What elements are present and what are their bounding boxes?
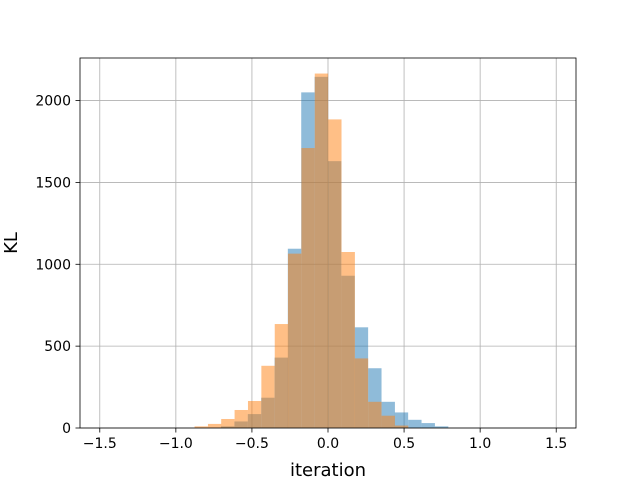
histogram-bar-series-2 <box>235 410 248 428</box>
histogram-bar-series-2 <box>315 74 328 428</box>
histogram-bar-series-2 <box>275 324 288 428</box>
y-tick-label: 1000 <box>35 257 71 273</box>
x-tick-label: −1.0 <box>159 436 193 452</box>
y-tick-label: 1500 <box>35 175 71 191</box>
x-tick-label: −1.5 <box>83 436 117 452</box>
x-tick-label: 0.5 <box>393 436 415 452</box>
x-tick-label: −0.5 <box>235 436 269 452</box>
y-tick-label: 2000 <box>35 94 71 110</box>
x-tick-label: 1.0 <box>469 436 491 452</box>
y-tick-label: 0 <box>62 421 71 437</box>
histogram-bar-series-2 <box>208 424 221 428</box>
y-tick-label: 500 <box>44 339 71 355</box>
histogram-bar-series-2 <box>328 119 341 428</box>
y-axis-label: KL <box>1 232 22 254</box>
histogram-bar-series-2 <box>301 148 314 428</box>
histogram-bar-series-2 <box>288 254 301 428</box>
bars-layer <box>195 74 449 428</box>
histogram-bar-series-2 <box>355 358 368 428</box>
histogram-bar-series-1 <box>422 423 435 428</box>
histogram-bar-series-2 <box>368 402 381 428</box>
x-tick-label: 0.0 <box>317 436 339 452</box>
x-axis-label: iteration <box>290 460 366 480</box>
histogram-bar-series-2 <box>248 401 261 428</box>
histogram-bar-series-2 <box>261 366 274 428</box>
histogram-bar-series-2 <box>382 416 395 428</box>
histogram-bar-series-1 <box>408 420 421 428</box>
histogram-bar-series-2 <box>342 252 355 428</box>
histogram-bar-series-2 <box>221 419 234 428</box>
x-tick-label: 1.5 <box>545 436 567 452</box>
